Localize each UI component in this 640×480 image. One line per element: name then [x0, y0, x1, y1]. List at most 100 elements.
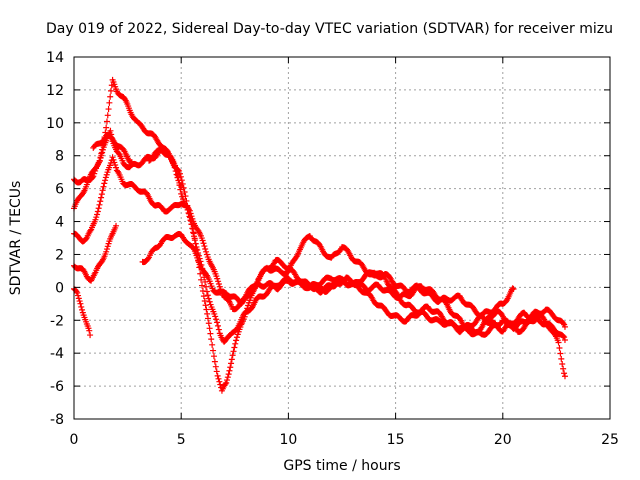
y-tick-label: 14 [46, 50, 64, 66]
data-point [174, 174, 181, 181]
data-point [206, 325, 213, 332]
data-point [222, 381, 229, 388]
data-point [95, 205, 102, 212]
x-tick-label: 25 [601, 432, 619, 448]
data-point [197, 270, 204, 277]
data-point [202, 245, 209, 252]
data-point [232, 340, 239, 347]
data-point [205, 320, 212, 327]
data-point [191, 235, 198, 242]
data-point [223, 379, 230, 386]
data-point [212, 363, 219, 370]
data-point [112, 161, 119, 168]
plot-frame [73, 56, 611, 420]
series-track-3 [71, 154, 568, 338]
data-point [229, 352, 236, 359]
data-point [113, 164, 120, 171]
data-point [558, 355, 565, 362]
data-point [96, 158, 103, 165]
data-point [199, 282, 206, 289]
data-point [201, 298, 208, 305]
data-point [107, 93, 114, 100]
data-point [103, 118, 110, 125]
data-point [98, 150, 105, 157]
data-point [228, 360, 235, 367]
data-point [210, 353, 217, 360]
data-point [560, 333, 567, 340]
data-point [233, 334, 240, 341]
data-point [100, 183, 107, 190]
data-point [104, 112, 111, 119]
y-tick-label: -2 [50, 313, 64, 329]
data-point [178, 190, 185, 197]
data-point [177, 173, 184, 180]
data-point [560, 320, 567, 327]
data-point [233, 337, 240, 344]
data-point [560, 365, 567, 372]
data-point [94, 211, 101, 218]
data-point [203, 283, 210, 290]
data-point [245, 302, 252, 309]
data-point [128, 159, 135, 166]
y-tick-label: -4 [50, 346, 64, 362]
data-point [192, 240, 199, 247]
data-point [103, 124, 110, 131]
data-point [96, 201, 103, 208]
data-point [214, 275, 221, 282]
data-point [77, 300, 84, 307]
data-point [215, 281, 222, 288]
data-point [98, 191, 105, 198]
data-point [78, 303, 85, 310]
data-point [208, 336, 215, 343]
tick-labels: -8 -6 -4 -2 0 2 4 6 8 10 12 14 0 5 10 15 20 25 [46, 50, 619, 448]
data-point [215, 278, 222, 285]
data-point [210, 347, 217, 354]
x-tick-label: 10 [279, 432, 297, 448]
data-point [212, 313, 219, 320]
data-point [79, 306, 86, 313]
data-point [509, 285, 516, 292]
data-point [224, 377, 231, 384]
data-point [104, 243, 111, 250]
data-point [215, 375, 222, 382]
data-point [106, 99, 113, 106]
data-point [207, 330, 214, 337]
data-point [97, 198, 104, 205]
data-point [178, 183, 185, 190]
data-point [199, 237, 206, 244]
data-point [561, 370, 568, 377]
data-point [225, 371, 232, 378]
data-point [188, 213, 195, 220]
data-point [95, 159, 102, 166]
data-point [209, 341, 216, 348]
data-point [243, 308, 250, 315]
data-point [214, 372, 221, 379]
data-points [71, 76, 568, 394]
data-point [87, 332, 94, 339]
data-point [105, 106, 112, 113]
data-point [99, 146, 106, 153]
data-point [213, 316, 220, 323]
data-point [559, 360, 566, 367]
y-tick-label: 6 [55, 182, 64, 198]
data-point [171, 164, 178, 171]
x-tick-label: 0 [70, 432, 79, 448]
data-point [83, 235, 90, 242]
series-track-6 [90, 132, 135, 167]
data-point [201, 243, 208, 250]
series-track-7 [146, 147, 185, 190]
x-tick-label: 15 [387, 432, 405, 448]
data-point [561, 373, 568, 380]
data-point [213, 368, 220, 375]
y-axis-label: SDTVAR / TECUs [8, 181, 24, 296]
data-point [200, 240, 207, 247]
grid [74, 57, 610, 419]
axis-ticks [73, 56, 611, 420]
data-point [102, 174, 109, 181]
data-point [199, 287, 206, 294]
data-point [74, 289, 81, 296]
data-point [107, 127, 114, 134]
y-tick-label: 2 [55, 247, 64, 263]
data-point [145, 255, 152, 262]
series-track-5 [71, 285, 94, 339]
